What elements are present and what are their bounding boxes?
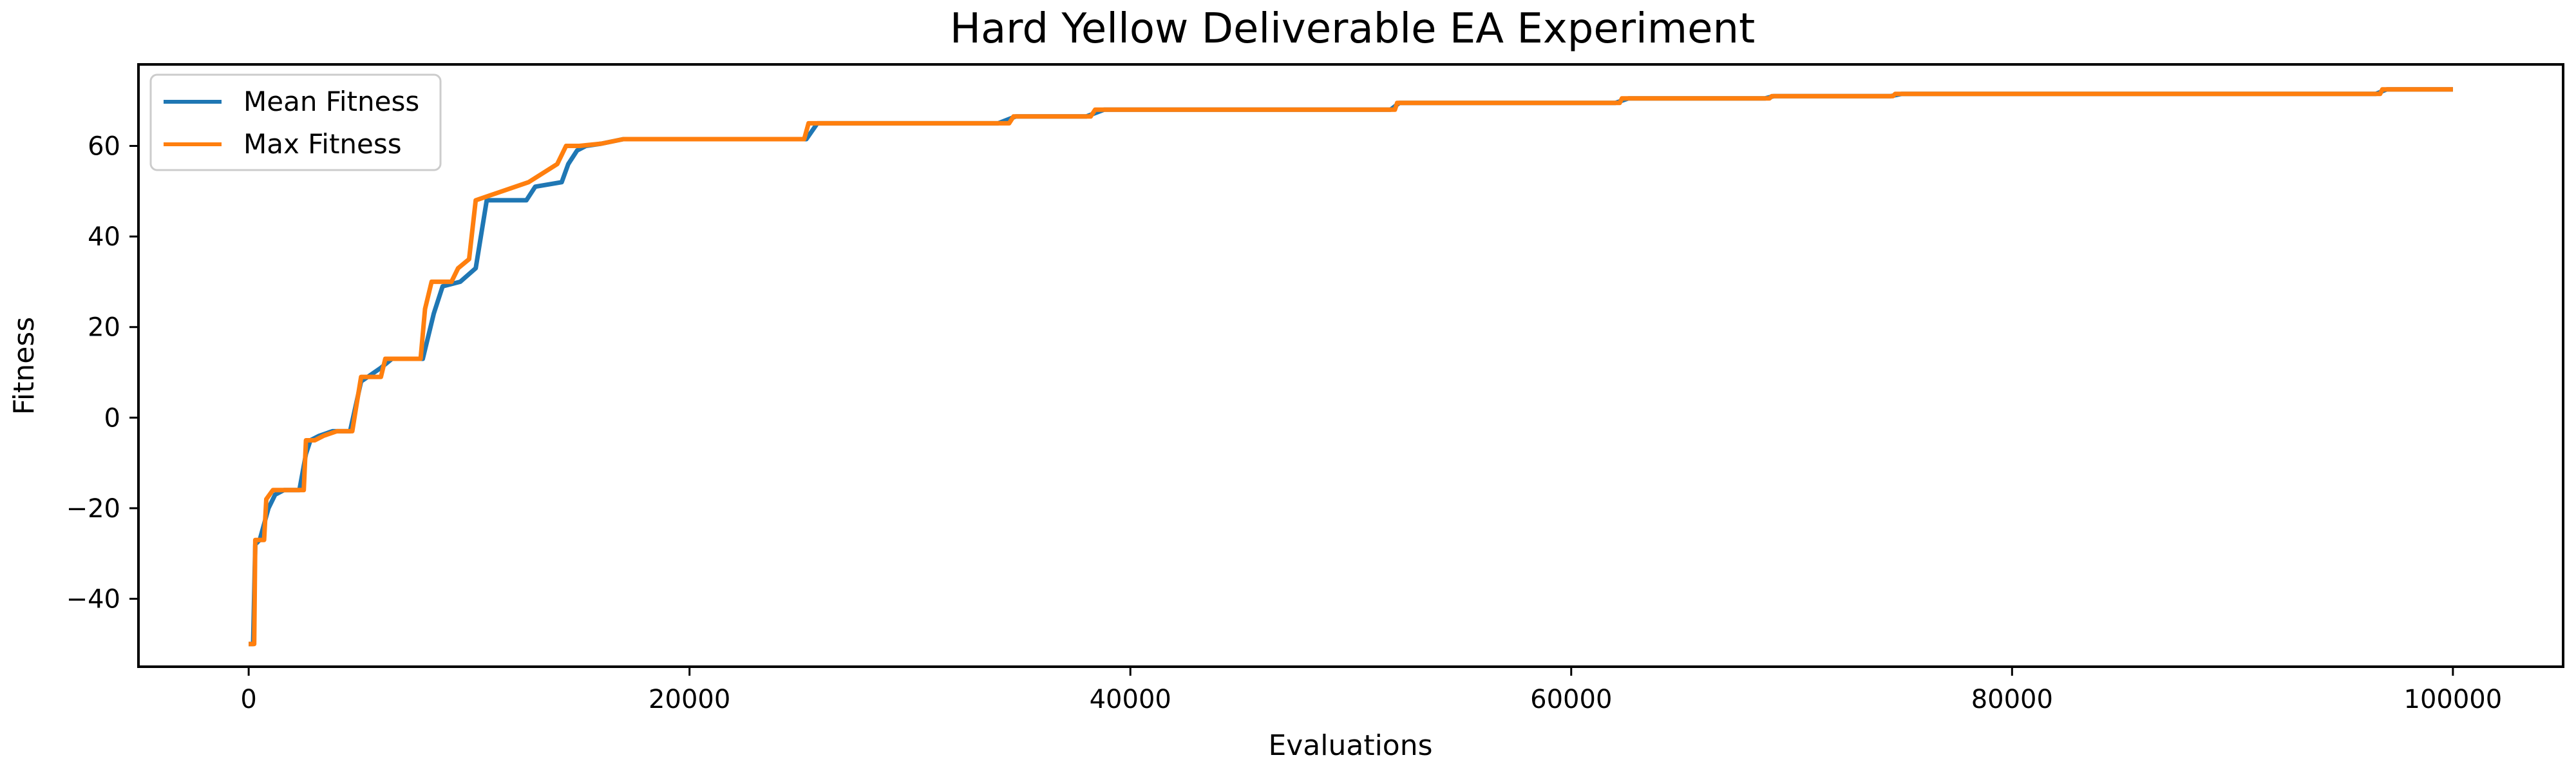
y-tick-label: 40 [88, 222, 120, 252]
legend-label-max-fitness: Max Fitness [243, 128, 402, 160]
x-tick-label: 60000 [1530, 685, 1612, 714]
x-axis-ticks: 0 20000 40000 60000 80000 100000 [240, 667, 2502, 714]
y-axis-label: Fitness [8, 317, 41, 415]
legend-box [149, 73, 442, 171]
x-tick-label: 100000 [2404, 685, 2503, 714]
chart-title: Hard Yellow Deliverable EA Experiment [950, 5, 1755, 53]
y-tick-label: 20 [88, 313, 120, 343]
plot-frame [137, 63, 2564, 668]
y-tick-label: 0 [104, 403, 120, 433]
y-tick-label: −40 [66, 585, 120, 615]
y-tick-label: 60 [88, 132, 120, 162]
x-tick-label: 20000 [649, 685, 730, 714]
x-tick-label: 80000 [1971, 685, 2053, 714]
legend: Mean Fitness Max Fitness [149, 73, 442, 171]
series-line-max-fitness [249, 87, 2453, 647]
plot-series [249, 87, 2453, 647]
series-line-mean-fitness [249, 87, 2453, 647]
y-tick-label: −20 [66, 494, 120, 524]
y-axis-ticks: −40 −20 0 20 40 60 [66, 132, 138, 615]
x-tick-label: 40000 [1090, 685, 1171, 714]
legend-label-mean-fitness: Mean Fitness [243, 86, 419, 117]
x-tick-label: 0 [240, 685, 256, 714]
x-axis-label: Evaluations [1268, 729, 1432, 762]
